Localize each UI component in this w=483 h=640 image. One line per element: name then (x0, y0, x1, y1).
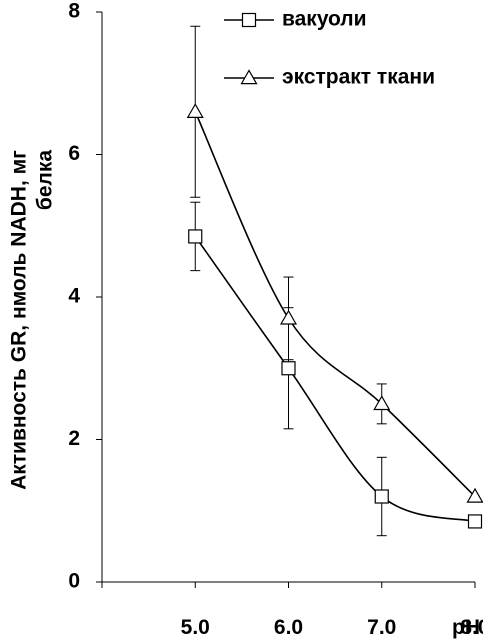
series-square (188, 201, 483, 537)
axes: 0 2 4 6 8 5.0 6.0 7.0 8.0 (68, 0, 483, 639)
y-tick-label: 0 (68, 570, 80, 593)
legend-marker (240, 69, 258, 85)
y-tick-label: 8 (68, 0, 80, 23)
x-tick-label: 8.0 (460, 616, 483, 639)
data-point (373, 395, 391, 411)
data-point (466, 487, 483, 503)
legend-item: вакуоли (224, 8, 367, 31)
y-axis-label-line-1: Активность GR, нмоль NADH, мг (8, 150, 31, 490)
legend: вакуоли экстракт ткани (224, 8, 435, 89)
legend-label: вакуоли (282, 8, 367, 31)
legend-item: экстракт ткани (224, 66, 435, 89)
y-axis-label-line-2: белка (34, 150, 57, 211)
y-tick-label: 2 (68, 427, 80, 450)
data-point (188, 229, 203, 244)
y-tick-label: 6 (68, 142, 80, 165)
x-tick-label: 7.0 (367, 616, 396, 639)
x-axis-label: pH (452, 616, 480, 639)
data-point (467, 514, 483, 529)
data-point (279, 309, 298, 325)
series-triangle (186, 25, 483, 503)
data-point (281, 361, 296, 376)
x-tick-label: 5.0 (181, 616, 210, 639)
data-point (186, 103, 204, 118)
series-layer (186, 25, 483, 537)
series-line (194, 235, 476, 523)
legend-label: экстракт ткани (282, 66, 435, 89)
y-tick-label: 4 (68, 285, 80, 308)
series-line (194, 111, 476, 498)
legend-marker (241, 12, 257, 28)
x-tick-label: 6.0 (274, 616, 303, 639)
data-point (374, 489, 389, 504)
